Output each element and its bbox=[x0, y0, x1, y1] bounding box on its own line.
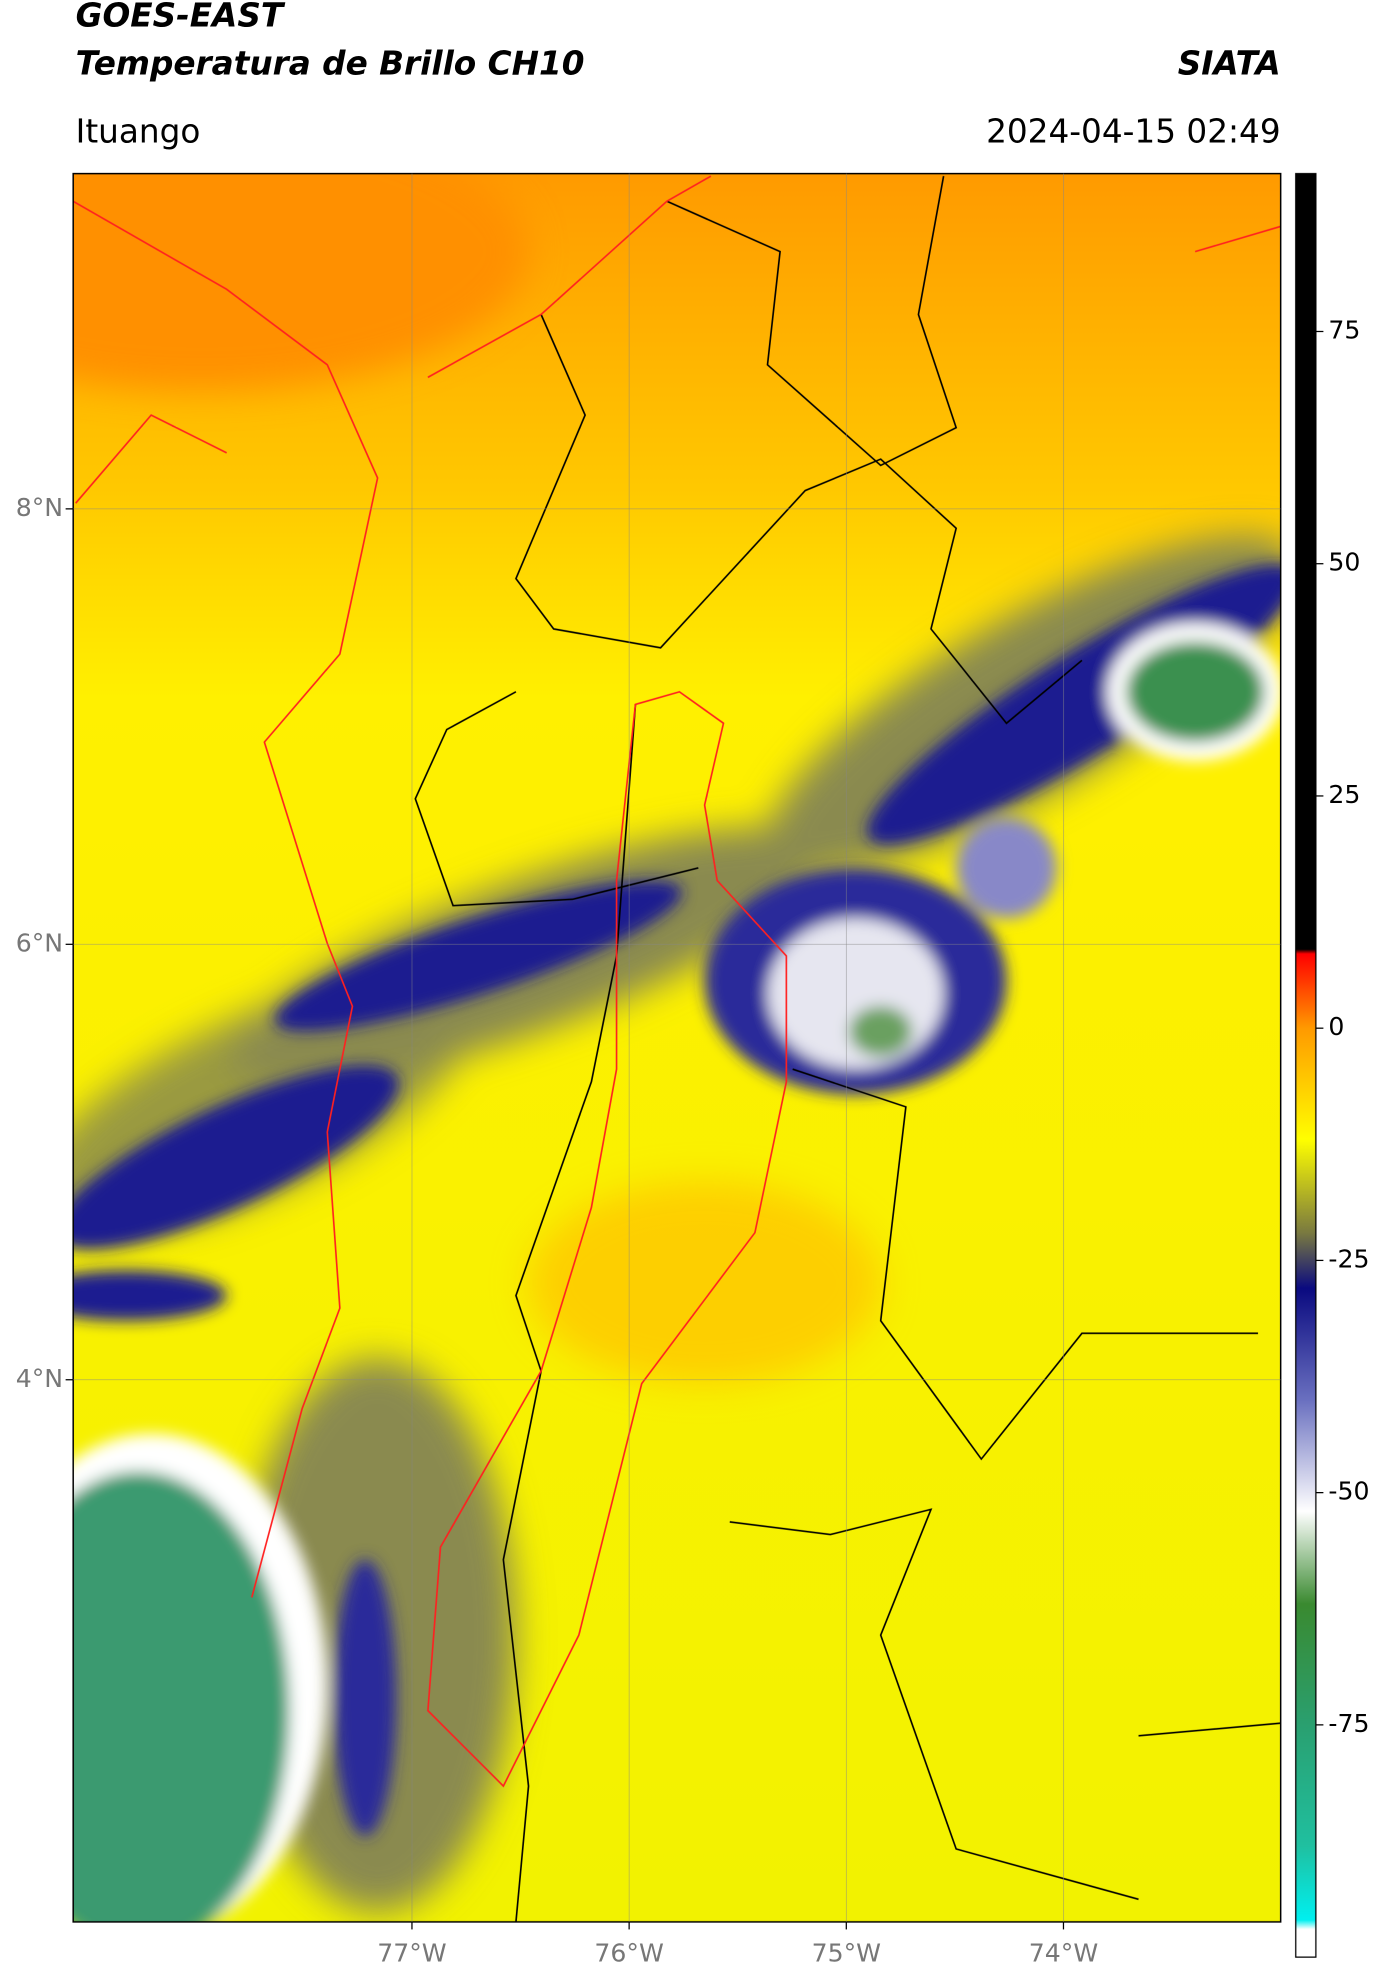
map-frame bbox=[72, 172, 1282, 1923]
x-tick-label: 76°W bbox=[594, 1939, 664, 1968]
x-tick-label: 74°W bbox=[1029, 1939, 1099, 1968]
colorbar-tick-label: -50 bbox=[1328, 1477, 1369, 1506]
y-tick-label: 4°N bbox=[16, 1364, 63, 1393]
x-tick-label: 77°W bbox=[377, 1939, 447, 1968]
subtitle: Temperatura de Brillo CH10 bbox=[76, 44, 585, 82]
colorbar-tick-label: 50 bbox=[1328, 548, 1360, 577]
satellite-image bbox=[73, 173, 1281, 1922]
location: Ituango bbox=[76, 112, 201, 150]
brand: SIATA bbox=[1178, 44, 1281, 82]
colorbar-tick-label: 75 bbox=[1328, 315, 1360, 344]
colorbar-tick-label: -75 bbox=[1328, 1709, 1369, 1738]
colorbar bbox=[1295, 172, 1317, 1958]
y-tick-label: 6°N bbox=[16, 928, 63, 957]
title: GOES-EAST bbox=[76, 0, 286, 35]
y-tick-label: 8°N bbox=[16, 493, 63, 522]
colorbar-tick-label: -25 bbox=[1328, 1244, 1369, 1273]
datetime: 2024-04-15 02:49 bbox=[986, 112, 1281, 150]
colorbar-tick-label: 25 bbox=[1328, 780, 1360, 809]
x-tick-label: 75°W bbox=[812, 1939, 882, 1968]
colorbar-tick-label: 0 bbox=[1328, 1012, 1344, 1041]
